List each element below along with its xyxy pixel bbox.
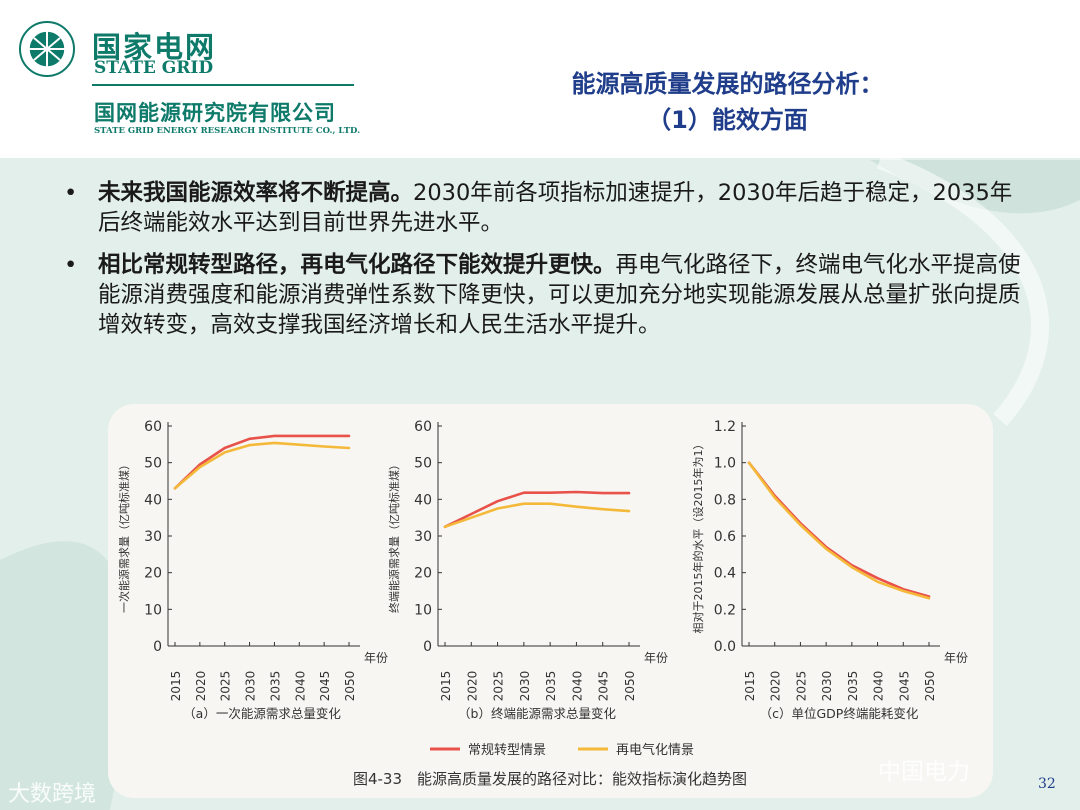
bullet-list: • 未来我国能源效率将不断提高。2030年前各项指标加速提升，2030年后趋于稳…: [64, 178, 1024, 352]
x-tick-label: 2035: [846, 671, 860, 702]
series-line-conventional: [747, 461, 931, 598]
panel-title: （a）一次能源需求总量变化: [183, 706, 341, 721]
bullet-text: 再电气化路径下，终端电气化水平提高使能源消费强度和能源消费弹性系数下降更快，可以…: [98, 252, 1021, 338]
x-tick-label: 2045: [318, 671, 332, 702]
x-axis-label: 年份: [364, 651, 388, 665]
x-tick-label: 2015: [743, 671, 757, 702]
x-tick-label: 2035: [544, 671, 558, 702]
figure-caption: 图4-33 能源高质量发展的路径对比：能效指标演化趋势图: [353, 770, 747, 788]
panel-title: （b）终端能源需求总量变化: [458, 706, 616, 721]
x-tick-label: 2020: [465, 671, 479, 702]
legend-label: 再电气化情景: [616, 742, 694, 758]
y-tick-label: 10: [144, 602, 162, 618]
page-number: 32: [1038, 776, 1056, 792]
series-line-reelectrification: [747, 461, 931, 600]
legend-label: 常规转型情景: [468, 743, 546, 758]
slide-header: 国家电网 STATE GRID 国网能源研究院有限公司 STATE GRID E…: [0, 0, 1080, 158]
x-tick-label: 2050: [923, 671, 937, 702]
x-tick-label: 2030: [820, 671, 834, 702]
x-tick-label: 2040: [872, 671, 886, 702]
y-tick-label: 0.4: [714, 566, 736, 582]
title-line-1: 能源高质量发展的路径分析：: [571, 70, 884, 98]
bullet-lead: 相比常规转型路径，再电气化路径下能效提升更快。: [98, 252, 616, 278]
x-tick-label: 2020: [194, 671, 208, 702]
y-axis-label: 终端能源需求量（亿吨标准煤）: [387, 459, 401, 613]
y-tick-label: 10: [414, 602, 432, 618]
bullet-lead: 未来我国能源效率将不断提高。: [98, 180, 414, 206]
x-tick-label: 2025: [219, 671, 233, 702]
y-tick-label: 40: [414, 492, 432, 508]
bullet-item: • 相比常规转型路径，再电气化路径下能效提升更快。再电气化路径下，终端电气化水平…: [64, 250, 1024, 340]
x-tick-label: 2020: [769, 671, 783, 702]
x-tick-label: 2040: [293, 671, 307, 702]
slide-title: 能源高质量发展的路径分析： （1）能效方面: [500, 66, 955, 138]
y-tick-label: 20: [414, 566, 432, 582]
y-tick-label: 0: [153, 639, 162, 655]
state-grid-emblem-icon: [19, 21, 75, 77]
x-tick-label: 2040: [570, 671, 584, 702]
logo-english: STATE GRID: [94, 58, 214, 78]
bullet-dot-icon: •: [64, 180, 78, 206]
y-tick-label: 50: [414, 456, 432, 472]
x-tick-label: 2050: [623, 671, 637, 702]
y-tick-label: 20: [144, 566, 162, 582]
y-tick-label: 60: [414, 419, 432, 435]
y-tick-label: 40: [144, 492, 162, 508]
y-axis-label: 相对于2015年的水平（设2015年为1）: [691, 439, 705, 634]
x-tick-label: 2035: [268, 671, 282, 702]
x-tick-label: 2050: [343, 671, 357, 702]
y-tick-label: 1.0: [714, 456, 736, 472]
panel-title: （c）单位GDP终端能耗变化: [760, 706, 919, 721]
x-axis-label: 年份: [944, 651, 968, 665]
figure-card: 0 10 20 30 40 50 60 2015 2020 2025 2030 2035 2040 204…: [108, 404, 993, 798]
y-tick-label: 30: [414, 529, 432, 545]
title-line-2: （1）能效方面: [647, 106, 808, 134]
y-tick-label: 60: [144, 419, 162, 435]
x-tick-label: 2045: [897, 671, 911, 702]
x-axis-label: 年份: [644, 651, 668, 665]
y-tick-label: 0.6: [714, 529, 736, 545]
x-tick-label: 2030: [518, 671, 532, 702]
institute-chinese: 国网能源研究院有限公司: [94, 101, 336, 125]
bullet-text: 2030年前各项指标加速提升，2030年后趋于稳定，2035年后终端能效水平达到…: [98, 180, 1013, 236]
institute-english: STATE GRID ENERGY RESEARCH INSTITUTE CO.…: [94, 126, 361, 136]
bullet-dot-icon: •: [64, 252, 78, 278]
series-line-reelectrification: [443, 502, 631, 529]
y-axis-label: 一次能源需求量（亿吨标准煤）: [117, 459, 131, 613]
y-tick-label: 0.8: [714, 492, 736, 508]
y-tick-label: 0.2: [714, 602, 736, 618]
y-tick-label: 30: [144, 529, 162, 545]
x-tick-label: 2025: [794, 671, 808, 702]
x-tick-label: 2015: [169, 671, 183, 702]
y-tick-label: 50: [144, 456, 162, 472]
y-tick-label: 0: [423, 639, 432, 655]
x-tick-label: 2030: [244, 671, 258, 702]
x-tick-label: 2015: [439, 671, 453, 702]
series-line-reelectrification: [173, 441, 351, 490]
y-tick-label: 1.2: [714, 419, 736, 435]
bullet-item: • 未来我国能源效率将不断提高。2030年前各项指标加速提升，2030年后趋于稳…: [64, 178, 1024, 238]
series-line-conventional: [443, 490, 631, 529]
x-tick-label: 2045: [597, 671, 611, 702]
logo-divider: [92, 84, 354, 86]
x-tick-label: 2025: [492, 671, 506, 702]
series-line-conventional: [173, 434, 351, 490]
logo-chinese: 国家电网: [92, 30, 217, 64]
watermark-right: 中国电力: [878, 759, 970, 785]
watermark-left: 大数跨境: [8, 782, 97, 807]
y-tick-label: 0.0: [714, 639, 736, 655]
